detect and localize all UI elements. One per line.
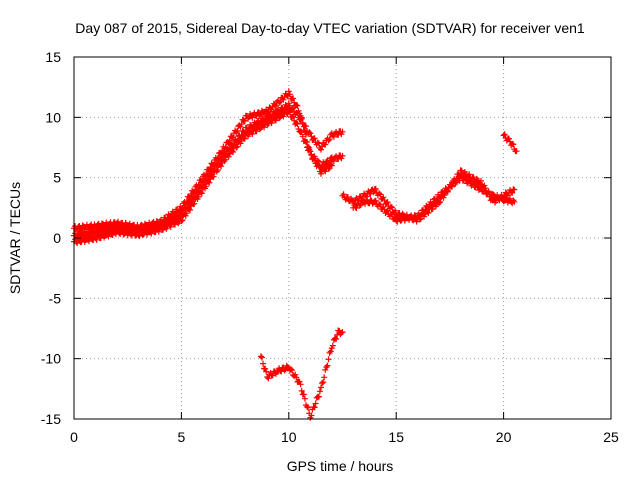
y-tick-label: -10 bbox=[41, 351, 61, 367]
series-markers bbox=[500, 131, 520, 155]
y-tick-label: -5 bbox=[49, 290, 62, 306]
y-tick-label: 10 bbox=[45, 109, 61, 125]
y-tick-label: 0 bbox=[53, 230, 61, 246]
y-tick-labels: -15 -10 -5 0 5 10 15 bbox=[41, 49, 61, 427]
axis-ticks bbox=[73, 56, 612, 420]
y-tick-label: -15 bbox=[41, 411, 61, 427]
chart-title: Day 087 of 2015, Sidereal Day-to-day VTE… bbox=[75, 20, 585, 36]
x-tick-labels: 0 5 10 15 20 25 bbox=[70, 429, 619, 445]
series-track-5 bbox=[350, 173, 518, 225]
series-track-7 bbox=[257, 327, 346, 421]
series-markers bbox=[71, 88, 335, 233]
series-markers bbox=[257, 327, 346, 421]
series-markers bbox=[350, 173, 518, 225]
x-tick-label: 0 bbox=[70, 429, 78, 445]
x-tick-label: 20 bbox=[496, 429, 512, 445]
y-tick-label: 15 bbox=[45, 49, 61, 65]
y-axis-label: SDTVAR / TECUs bbox=[7, 182, 23, 294]
y-tick-label: 5 bbox=[53, 170, 61, 186]
gridlines bbox=[74, 57, 611, 419]
x-tick-label: 15 bbox=[388, 429, 404, 445]
series-track-3 bbox=[71, 88, 335, 233]
x-tick-label: 5 bbox=[178, 429, 186, 445]
series-track-6 bbox=[500, 131, 520, 155]
data-points bbox=[71, 88, 520, 421]
x-axis-label: GPS time / hours bbox=[287, 458, 394, 474]
x-tick-label: 25 bbox=[603, 429, 619, 445]
x-tick-label: 10 bbox=[281, 429, 297, 445]
